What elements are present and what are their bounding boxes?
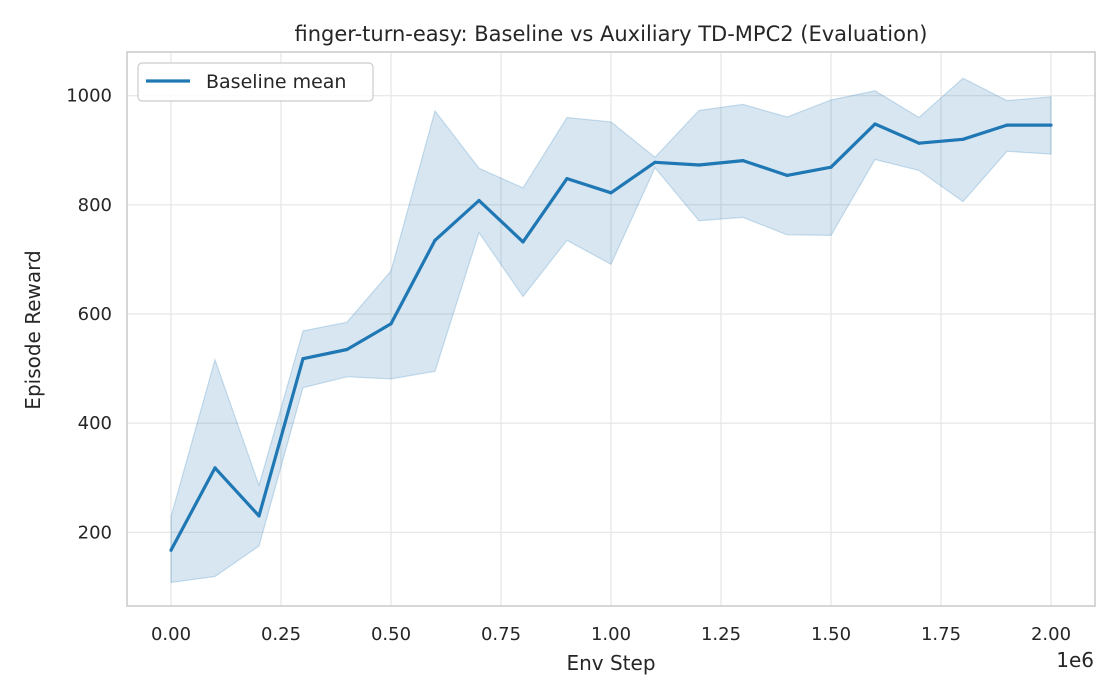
data-point	[389, 322, 393, 326]
x-tick-label: 0.25	[261, 624, 301, 645]
x-tick-label: 1.00	[591, 624, 631, 645]
data-point	[873, 122, 877, 126]
data-point	[433, 238, 437, 242]
data-point	[521, 240, 525, 244]
data-point	[565, 177, 569, 181]
legend: Baseline mean	[137, 62, 374, 102]
x-tick-label: 2.00	[1031, 624, 1071, 645]
x-tick-label: 0.50	[371, 624, 411, 645]
data-point	[477, 198, 481, 203]
data-point	[1049, 123, 1053, 127]
y-tick-label: 800	[78, 195, 112, 216]
legend-label: Baseline mean	[206, 71, 346, 93]
data-point	[257, 514, 261, 518]
data-point	[169, 548, 173, 552]
y-tick-label: 200	[78, 522, 112, 543]
data-points-layer	[169, 122, 1053, 552]
y-tick-label: 1000	[66, 86, 112, 107]
data-point	[697, 163, 701, 167]
x-tick-label: 1.75	[921, 624, 961, 645]
x-axis-ticks: 0.00 0.25 0.50 0.75 1.00 1.25 1.50 1.75 2.00	[151, 624, 1071, 645]
data-point	[301, 357, 305, 361]
data-point	[345, 347, 349, 352]
data-point	[741, 159, 745, 163]
x-axis-offset-label: 1e6	[1056, 648, 1094, 672]
x-axis-label: Env Step	[566, 651, 655, 675]
legend-box	[137, 62, 374, 102]
data-point	[1005, 123, 1009, 127]
data-point	[829, 165, 833, 169]
data-point	[609, 191, 613, 195]
x-tick-label: 1.50	[811, 624, 851, 645]
y-tick-label: 600	[78, 304, 112, 325]
y-tick-label: 400	[78, 413, 112, 434]
data-point	[917, 141, 921, 145]
data-point	[961, 137, 965, 141]
y-axis-ticks: 200 400 600 800 1000	[66, 86, 112, 544]
confidence-band-layer	[170, 77, 1052, 584]
data-point	[653, 160, 657, 164]
plot-frame	[126, 51, 1096, 607]
series-confidence-band	[170, 77, 1052, 584]
chart-title: finger-turn-easy: Baseline vs Auxiliary …	[295, 22, 928, 46]
x-tick-label: 0.00	[151, 624, 191, 645]
grid	[127, 52, 1095, 606]
x-tick-label: 0.75	[481, 624, 521, 645]
y-axis-label: Episode Reward	[21, 250, 45, 409]
x-tick-label: 1.25	[701, 624, 741, 645]
data-point	[785, 173, 789, 177]
data-point	[213, 466, 217, 470]
